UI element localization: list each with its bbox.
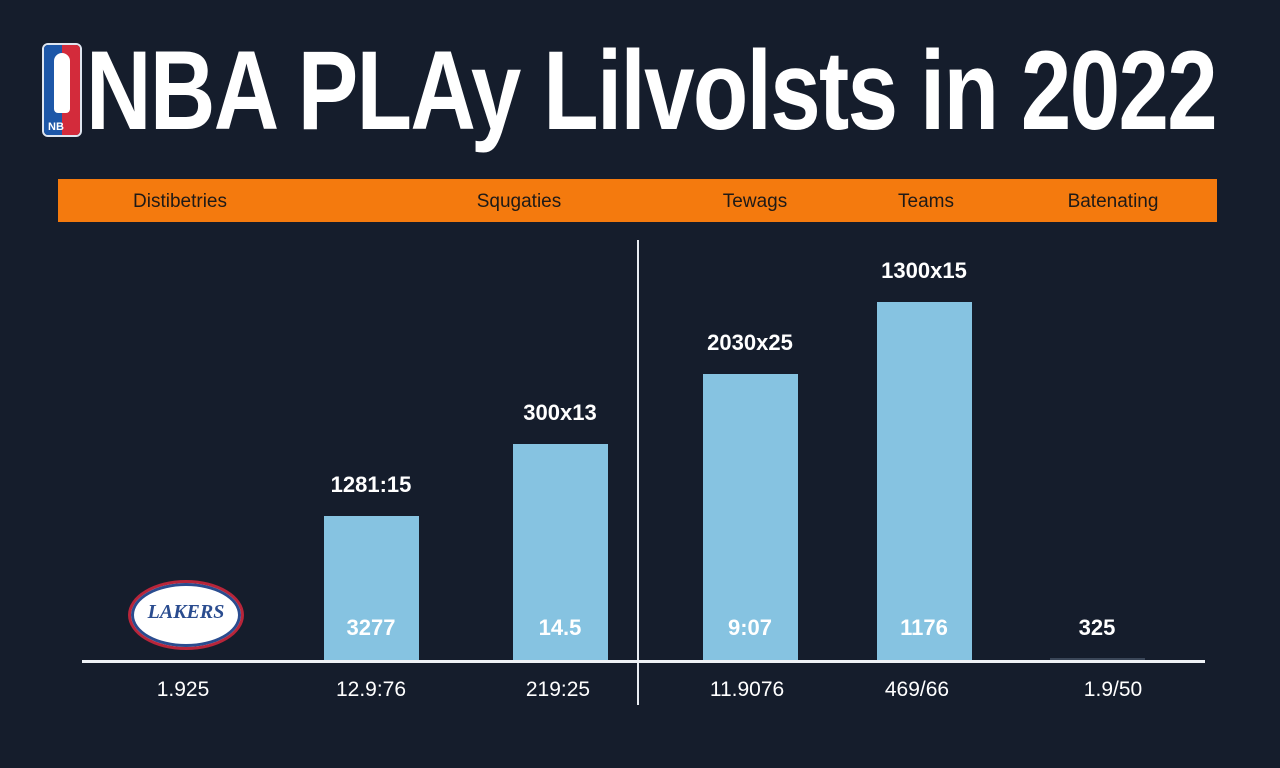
header-label: Squgaties (476, 191, 562, 212)
x-tick-label: 12.9:76 (335, 678, 407, 701)
bar (323, 516, 419, 661)
header-label: Batenating (1067, 191, 1159, 212)
chart-title: NBA PLAy Lilvolsts in 2022 (86, 28, 1218, 153)
bar-value-label: 14.5 (538, 615, 582, 640)
x-axis (82, 660, 1205, 663)
x-tick-label: 1.925 (156, 678, 210, 701)
bar-value-label: 325 (1078, 615, 1116, 640)
bar-top-label: 2030x25 (707, 330, 793, 355)
bar (512, 444, 608, 661)
lakers-logo: LAKERS (128, 580, 244, 650)
x-tick-label: 11.9076 (709, 678, 785, 701)
bar-top-label: 1300x15 (881, 258, 967, 283)
bar (876, 302, 972, 661)
bar-value-label: 9:07 (727, 615, 773, 640)
bar-value-label: 3277 (346, 615, 396, 640)
header-label: Teams (898, 191, 954, 212)
x-tick-label: 469/66 (884, 678, 950, 701)
bar (1049, 658, 1145, 661)
bar-value-label: 1176 (900, 615, 948, 640)
header-label: Distibetries (133, 191, 227, 212)
x-tick-label: 1.9/50 (1083, 678, 1143, 701)
divider-line (637, 240, 639, 705)
nba-logo: NB (42, 43, 82, 137)
bar-top-label: 300x13 (523, 400, 597, 425)
x-tick-label: 219:25 (525, 678, 591, 701)
bar-top-label: 1281:15 (330, 472, 412, 497)
header-bar: Distibetries Squgaties Tewags Teams Bate… (58, 179, 1217, 222)
header-label: Tewags (722, 191, 788, 212)
bar (702, 374, 798, 661)
